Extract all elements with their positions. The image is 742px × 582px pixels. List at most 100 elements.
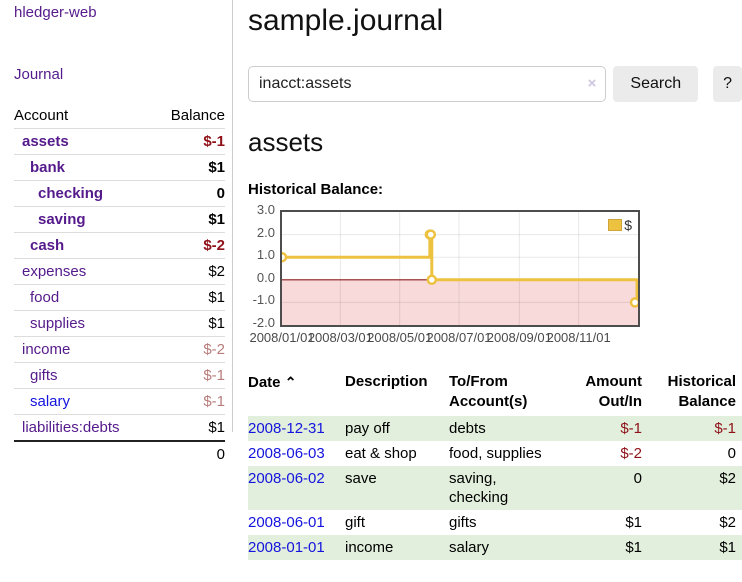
help-button[interactable]: ? bbox=[713, 66, 742, 102]
sort-ascending-icon: ⌃ bbox=[284, 374, 297, 390]
account-row: gifts $-1 bbox=[14, 362, 225, 389]
sidebar-item-journal[interactable]: Journal bbox=[14, 66, 64, 83]
x-axis-tick-label: 2008/01/01 bbox=[249, 330, 315, 345]
account-row: saving $1 bbox=[14, 206, 225, 233]
account-balance: $-1 bbox=[203, 367, 225, 384]
account-row: liabilities:debts $1 bbox=[14, 414, 225, 442]
register-header-row: Date ⌃ Description To/From Account(s) Am… bbox=[248, 370, 742, 416]
register-amount: $1 bbox=[625, 539, 642, 556]
y-axis-tick-label: 2.0 bbox=[256, 224, 275, 240]
sidebar: hledger-web Journal Account Balance asse… bbox=[0, 0, 233, 467]
account-balance: $1 bbox=[208, 159, 225, 176]
account-balance-table: Account Balance assets $-1 bank $1 checking 0… bbox=[14, 104, 225, 467]
account-balance: $-2 bbox=[203, 237, 225, 254]
account-row: cash $-2 bbox=[14, 232, 225, 259]
account-link[interactable]: saving bbox=[38, 211, 86, 228]
account-row: supplies $1 bbox=[14, 310, 225, 337]
x-axis-tick-label: 2008/11/01 bbox=[546, 330, 611, 345]
x-axis-tick-label: 2008/05/01 bbox=[367, 330, 433, 345]
register-date-link[interactable]: 2008-01-01 bbox=[248, 539, 325, 556]
chart-label: Historical Balance: bbox=[248, 181, 384, 198]
account-column-header: Account bbox=[14, 107, 69, 124]
account-link[interactable]: salary bbox=[30, 393, 71, 410]
account-link[interactable]: cash bbox=[30, 237, 65, 254]
clear-search-icon[interactable]: × bbox=[587, 75, 597, 92]
register-description: eat & shop bbox=[345, 445, 417, 462]
account-balance: $2 bbox=[208, 263, 225, 280]
register-balance: $2 bbox=[719, 514, 736, 531]
account-link[interactable]: bank bbox=[30, 159, 66, 176]
search-form: × Search ? bbox=[248, 66, 742, 102]
register-accounts: gifts bbox=[449, 514, 477, 531]
register-row: 2008-01-01 income salary $1 $1 bbox=[248, 535, 742, 560]
balance-column-header-register: Historical Balance bbox=[667, 373, 736, 410]
account-link[interactable]: gifts bbox=[30, 367, 58, 384]
sidebar-nav: Journal bbox=[14, 66, 224, 84]
y-axis-tick-label: 3.0 bbox=[256, 202, 275, 217]
register-date-link[interactable]: 2008-12-31 bbox=[248, 420, 325, 437]
register-row: 2008-12-31 pay off debts $-1 $-1 bbox=[248, 416, 742, 441]
account-link[interactable]: food bbox=[30, 289, 60, 306]
register-amount: $1 bbox=[625, 514, 642, 531]
x-axis-tick-label: 2008/03/01 bbox=[307, 330, 373, 345]
register-row: 2008-06-02 save saving, checking 0 $2 bbox=[248, 466, 742, 510]
account-link[interactable]: liabilities:debts bbox=[22, 419, 120, 436]
register-balance: $1 bbox=[719, 539, 736, 556]
account-balance: $-1 bbox=[203, 133, 225, 150]
account-row: checking 0 bbox=[14, 180, 225, 207]
account-link[interactable]: checking bbox=[38, 185, 104, 202]
register-date-link[interactable]: 2008-06-03 bbox=[248, 445, 325, 462]
date-column-header[interactable]: Date ⌃ bbox=[248, 374, 297, 391]
account-balance: $1 bbox=[208, 289, 225, 306]
search-input[interactable] bbox=[248, 66, 607, 102]
register-date-link[interactable]: 2008-06-02 bbox=[248, 470, 325, 487]
main-content: sample.journal × Search ? assets Histori… bbox=[248, 0, 742, 560]
account-row: expenses $2 bbox=[14, 258, 225, 285]
account-link[interactable]: expenses bbox=[22, 263, 87, 280]
register-accounts: food, supplies bbox=[449, 445, 542, 462]
y-axis-tick-label: 0.0 bbox=[256, 269, 275, 285]
account-balance: $1 bbox=[208, 419, 225, 436]
register-amount: $-1 bbox=[620, 420, 642, 437]
register-accounts: salary bbox=[449, 539, 490, 556]
account-link[interactable]: income bbox=[22, 341, 71, 358]
total-spacer bbox=[14, 440, 154, 467]
amount-column-header: Amount Out/In bbox=[585, 373, 642, 410]
account-balance: $1 bbox=[208, 315, 225, 332]
register-description: gift bbox=[345, 514, 366, 531]
register-row: 2008-06-03 eat & shop food, supplies $-2 0 bbox=[248, 441, 742, 466]
register-accounts: debts bbox=[449, 420, 486, 437]
account-row: bank $1 bbox=[14, 154, 225, 181]
account-balance: $-2 bbox=[203, 341, 225, 358]
register-description: save bbox=[345, 470, 377, 487]
y-axis-tick-label: -2.0 bbox=[252, 315, 275, 330]
legend-swatch bbox=[608, 219, 623, 231]
y-axis-tick-label: -1.0 bbox=[252, 292, 275, 308]
account-row: income $-2 bbox=[14, 336, 225, 363]
register-description: pay off bbox=[345, 420, 390, 437]
register-amount: 0 bbox=[633, 470, 642, 487]
register-date-link[interactable]: 2008-06-01 bbox=[248, 514, 325, 531]
historical-balance-chart: 3.0 2.0 1.0 0.0 -1.0 -2.0 $ 2008/01/01 2008/03… bbox=[248, 203, 668, 348]
total-balance: 0 bbox=[153, 440, 225, 467]
search-button[interactable]: Search bbox=[613, 66, 699, 102]
account-link[interactable]: assets bbox=[22, 133, 69, 150]
account-balance: 0 bbox=[216, 185, 225, 202]
account-row: assets $-1 bbox=[14, 128, 225, 155]
search-input-wrap: × bbox=[248, 66, 607, 102]
account-balance: $1 bbox=[208, 211, 225, 228]
account-link[interactable]: supplies bbox=[30, 315, 86, 332]
register-balance: $-1 bbox=[714, 420, 736, 437]
page-title: sample.journal bbox=[248, 4, 444, 37]
y-axis-tick-label: 1.0 bbox=[256, 247, 275, 263]
brand-link[interactable]: hledger-web bbox=[14, 4, 97, 21]
register-accounts: saving, checking bbox=[449, 470, 509, 506]
register-balance: $2 bbox=[719, 470, 736, 487]
account-balance: $-1 bbox=[203, 393, 225, 410]
chart-plot-area[interactable]: $ bbox=[280, 210, 640, 327]
total-row: 0 bbox=[14, 440, 225, 467]
register-description: income bbox=[345, 539, 394, 556]
accounts-column-header: To/From Account(s) bbox=[449, 373, 528, 410]
register-table: Date ⌃ Description To/From Account(s) Am… bbox=[248, 370, 742, 560]
